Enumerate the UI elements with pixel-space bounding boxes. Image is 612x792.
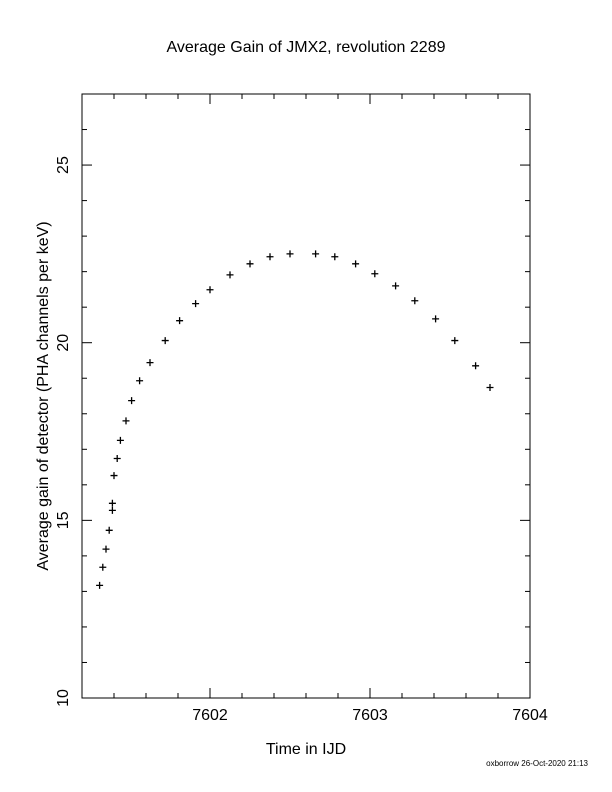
data-point — [246, 260, 254, 268]
data-point — [432, 315, 440, 323]
y-tick-label: 15 — [55, 511, 72, 529]
data-point — [192, 300, 200, 308]
data-point — [116, 436, 124, 444]
y-tick-label: 25 — [55, 156, 72, 174]
data-point — [266, 253, 274, 261]
data-point — [105, 526, 113, 534]
data-point — [472, 362, 480, 370]
data-point — [136, 377, 144, 385]
data-point — [331, 253, 339, 261]
data-point — [371, 270, 379, 278]
data-point — [451, 337, 459, 345]
data-point — [176, 317, 184, 325]
data-point — [113, 455, 121, 463]
data-point — [122, 417, 130, 425]
data-point — [110, 472, 118, 480]
y-tick-label: 20 — [55, 334, 72, 352]
data-point — [411, 297, 419, 305]
data-point — [486, 383, 494, 391]
data-point — [226, 271, 234, 279]
data-point — [99, 563, 107, 571]
y-tick-label: 10 — [55, 689, 72, 707]
data-point — [161, 337, 169, 345]
data-point — [146, 359, 154, 367]
data-point — [206, 286, 214, 294]
chart-title: Average Gain of JMX2, revolution 2289 — [167, 39, 446, 56]
data-point — [286, 250, 294, 258]
x-tick-label: 7603 — [352, 707, 388, 724]
data-point — [312, 250, 320, 258]
data-point — [102, 545, 110, 553]
data-point — [108, 506, 116, 514]
data-point — [392, 282, 400, 290]
y-axis-label: Average gain of detector (PHA channels p… — [35, 221, 52, 570]
data-point — [108, 499, 116, 507]
footer-annotation: oxborrow 26-Oct-2020 21:13 — [486, 759, 588, 768]
data-point — [128, 397, 136, 405]
x-tick-label: 7604 — [512, 707, 548, 724]
x-tick-label: 7602 — [192, 707, 228, 724]
data-point — [352, 260, 360, 268]
x-axis-label: Time in IJD — [266, 741, 346, 758]
data-point — [96, 581, 104, 589]
